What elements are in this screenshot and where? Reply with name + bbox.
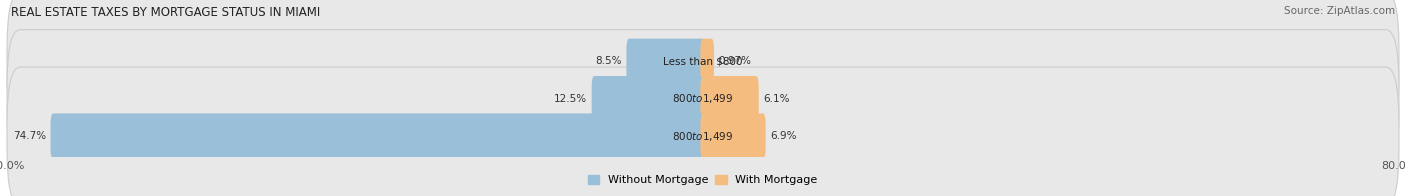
Text: $800 to $1,499: $800 to $1,499 [672, 130, 734, 143]
Text: 6.9%: 6.9% [770, 131, 796, 141]
FancyBboxPatch shape [7, 67, 1399, 196]
FancyBboxPatch shape [592, 76, 706, 122]
Text: Less than $800: Less than $800 [664, 56, 742, 66]
FancyBboxPatch shape [627, 39, 706, 84]
FancyBboxPatch shape [700, 113, 766, 159]
Text: REAL ESTATE TAXES BY MORTGAGE STATUS IN MIAMI: REAL ESTATE TAXES BY MORTGAGE STATUS IN … [11, 6, 321, 19]
Text: 74.7%: 74.7% [13, 131, 46, 141]
FancyBboxPatch shape [7, 30, 1399, 168]
Text: 12.5%: 12.5% [554, 94, 588, 104]
Text: Source: ZipAtlas.com: Source: ZipAtlas.com [1284, 6, 1395, 16]
FancyBboxPatch shape [700, 76, 759, 122]
Text: 6.1%: 6.1% [763, 94, 790, 104]
FancyBboxPatch shape [7, 0, 1399, 131]
FancyBboxPatch shape [700, 39, 714, 84]
FancyBboxPatch shape [51, 113, 706, 159]
Legend: Without Mortgage, With Mortgage: Without Mortgage, With Mortgage [588, 175, 818, 185]
Text: 8.5%: 8.5% [596, 56, 621, 66]
Text: $800 to $1,499: $800 to $1,499 [672, 92, 734, 105]
Text: 0.97%: 0.97% [718, 56, 751, 66]
